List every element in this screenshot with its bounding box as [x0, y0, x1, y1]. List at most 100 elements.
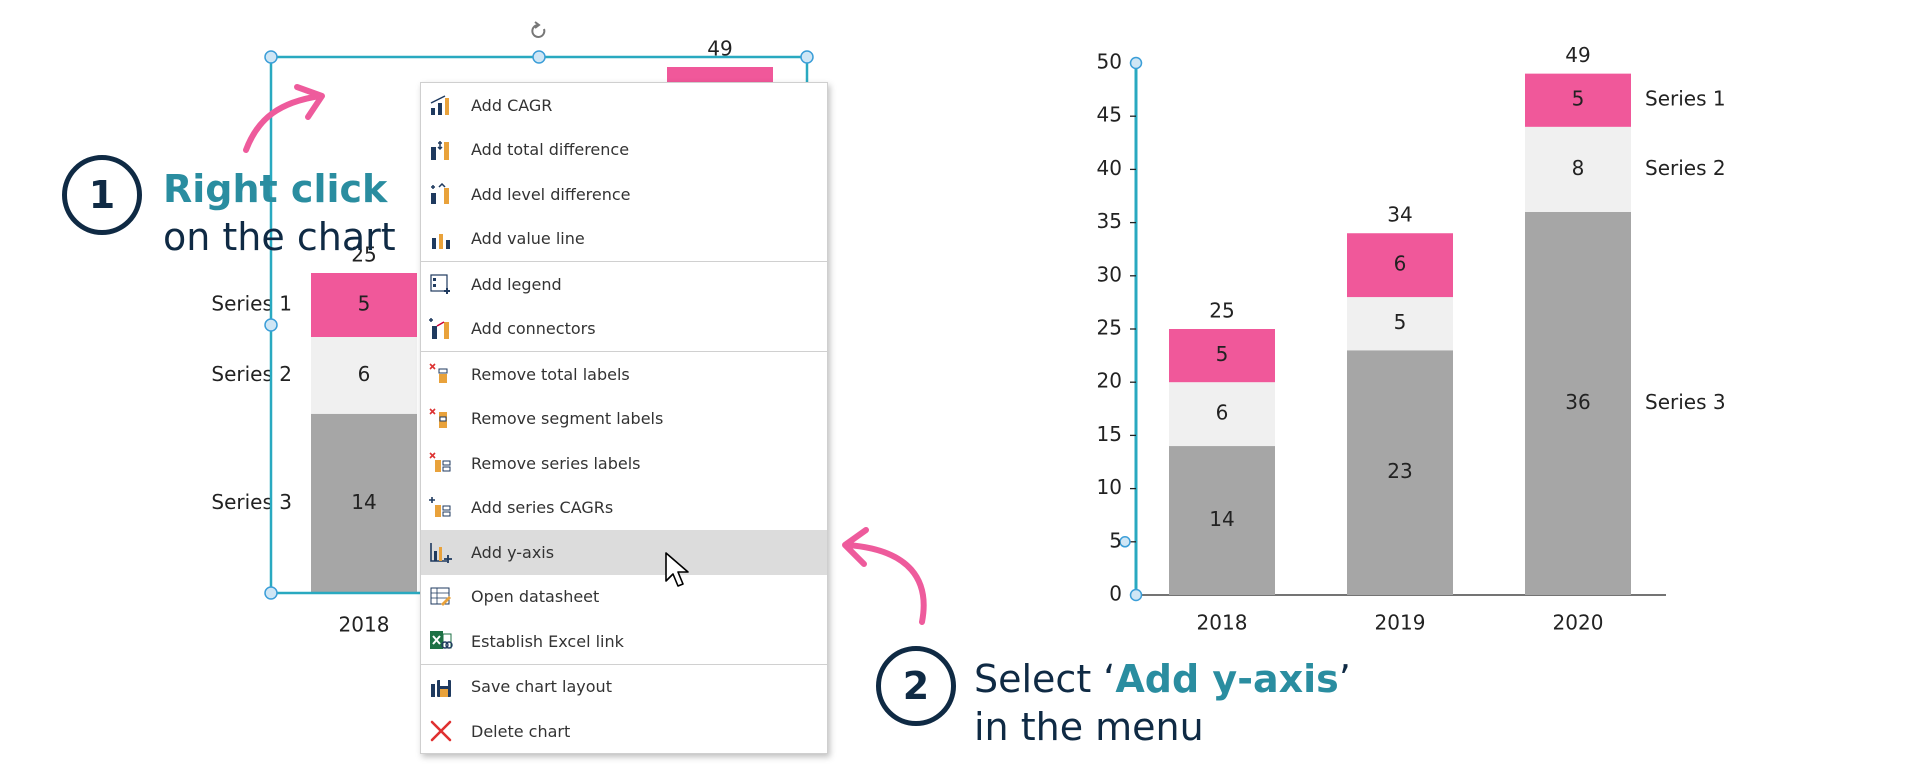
- segment-label: 6: [358, 362, 371, 386]
- axis-handle[interactable]: [1129, 56, 1143, 70]
- series-cagrs-icon: [429, 496, 451, 517]
- resize-handle-tr[interactable]: [800, 50, 814, 64]
- context-menu[interactable]: Add CAGR Add total difference Add level …: [420, 82, 828, 754]
- segment-label: 5: [1394, 310, 1407, 334]
- step-1-bold: Right click: [163, 167, 388, 211]
- excel-link-icon: [430, 631, 453, 649]
- step-2-bold: Add y-axis: [1115, 657, 1339, 701]
- menu-item-label: Add total difference: [471, 140, 630, 160]
- axis-handle[interactable]: [1129, 588, 1143, 602]
- menu-item-establish-excel-link[interactable]: Establish Excel link: [421, 619, 827, 664]
- menu-item-delete-chart[interactable]: Delete chart: [421, 709, 827, 754]
- menu-item-add-legend[interactable]: Add legend: [421, 262, 827, 307]
- segment-label: 6: [1216, 401, 1229, 425]
- segment-label: 6: [1394, 252, 1407, 276]
- bar-segment[interactable]: [1169, 382, 1275, 447]
- y-tick-label: 30: [1097, 262, 1122, 286]
- menu-item-save-chart-layout[interactable]: Save chart layout: [421, 665, 827, 710]
- menu-item-label: Remove segment labels: [471, 409, 664, 429]
- step-2-suffix: ’: [1338, 657, 1351, 701]
- menu-item-remove-series-labels[interactable]: Remove series labels: [421, 441, 827, 486]
- bar-segment[interactable]: [311, 337, 417, 414]
- resize-handle-tl[interactable]: [264, 50, 278, 64]
- series-label: Series 3: [211, 490, 292, 514]
- y-tick-label: 40: [1097, 156, 1122, 180]
- bar-segment[interactable]: [1525, 126, 1631, 212]
- menu-item-label: Add legend: [471, 274, 562, 294]
- menu-item-label: Add series CAGRs: [471, 498, 614, 518]
- menu-item-add-total-difference[interactable]: Add total difference: [421, 128, 827, 173]
- series-label: Series 1: [1645, 87, 1726, 111]
- menu-separator: [421, 261, 827, 262]
- bar-segment[interactable]: [1347, 350, 1453, 595]
- menu-item-label: Establish Excel link: [471, 631, 624, 651]
- step-1-rest: on the chart: [163, 215, 396, 259]
- remove-series-labels-icon: [429, 452, 451, 472]
- category-label: 2018: [1197, 611, 1248, 635]
- category-label: 2019: [1375, 611, 1426, 635]
- segment-label: 36: [1565, 390, 1590, 414]
- segment-label: 5: [358, 292, 371, 316]
- legend-icon: [430, 274, 450, 294]
- menu-separator: [421, 663, 827, 665]
- axis-handle[interactable]: [1119, 536, 1131, 548]
- bar-segment[interactable]: [1169, 329, 1275, 383]
- bar-segment[interactable]: [1347, 233, 1453, 298]
- delete-icon: [430, 720, 452, 742]
- step-2-prefix: Select ‘: [974, 657, 1116, 701]
- y-tick-label: 0: [1109, 582, 1122, 606]
- menu-item-label: Add level difference: [471, 184, 631, 204]
- remove-total-labels-icon: [429, 363, 448, 383]
- segment-label: 5: [1572, 87, 1585, 111]
- bar-segment[interactable]: [1525, 73, 1631, 127]
- mouse-cursor-icon: [665, 552, 689, 587]
- menu-item-remove-segment-labels[interactable]: Remove segment labels: [421, 397, 827, 442]
- value-line-icon: [432, 233, 450, 249]
- menu-item-add-connectors[interactable]: Add connectors: [421, 307, 827, 352]
- menu-item-add-value-line[interactable]: Add value line: [421, 217, 827, 262]
- series-label: Series 1: [211, 292, 292, 316]
- total-label: 25: [351, 243, 376, 267]
- menu-item-label: Add value line: [471, 229, 585, 249]
- segment-label: 14: [351, 490, 376, 514]
- bar-segment[interactable]: [1525, 211, 1631, 595]
- menu-item-open-datasheet[interactable]: Open datasheet: [421, 575, 827, 620]
- bar-segment[interactable]: [311, 273, 417, 337]
- menu-item-add-level-difference[interactable]: Add level difference: [421, 172, 827, 217]
- menu-separator: [421, 351, 827, 352]
- y-tick-label: 20: [1097, 369, 1122, 393]
- menu-item-label: Remove total labels: [471, 364, 630, 384]
- y-tick-label: 10: [1097, 475, 1122, 499]
- menu-item-label: Open datasheet: [471, 587, 600, 607]
- resize-handle-bl[interactable]: [264, 586, 278, 600]
- rotate-handle-icon[interactable]: [531, 21, 546, 38]
- menu-item-label: Save chart layout: [471, 677, 612, 697]
- menu-item-label: Add connectors: [471, 319, 596, 339]
- category-label: 2020: [1553, 611, 1604, 635]
- step-2-number: 2: [902, 664, 930, 708]
- menu-item-add-y-axis[interactable]: Add y-axis: [421, 530, 827, 575]
- resize-handle-ml[interactable]: [264, 318, 278, 332]
- resize-handle-tm[interactable]: [532, 50, 546, 64]
- bar-segment[interactable]: [311, 413, 417, 593]
- total-label: 49: [1565, 43, 1590, 67]
- step-1-number: 1: [88, 173, 116, 217]
- menu-item-remove-total-labels[interactable]: Remove total labels: [421, 352, 827, 397]
- y-axis-icon: [430, 543, 452, 563]
- menu-item-add-series-cagrs[interactable]: Add series CAGRs: [421, 486, 827, 531]
- total-label: 34: [1387, 203, 1412, 227]
- step-2-text: Select ‘Add y-axis’ in the menu: [974, 655, 1351, 751]
- datasheet-icon: [430, 587, 451, 606]
- level-difference-icon: [431, 183, 449, 204]
- right-chart[interactable]: 0 5 10 15 20 25 30 35 40 45 50 14 6 5 25 2018 23 5 6 34 2019…: [1060, 0, 1920, 776]
- menu-item-add-cagr[interactable]: Add CAGR: [421, 83, 827, 128]
- y-tick-label: 15: [1097, 422, 1122, 446]
- menu-item-label: Remove series labels: [471, 453, 641, 473]
- bar-segment[interactable]: [1347, 297, 1453, 351]
- menu-item-label: Delete chart: [471, 721, 571, 741]
- segment-label: 14: [1209, 507, 1234, 531]
- connectors-icon: [429, 317, 449, 339]
- category-label: 2018: [339, 613, 390, 637]
- segment-label: 5: [1216, 342, 1229, 366]
- bar-segment[interactable]: [1169, 446, 1275, 595]
